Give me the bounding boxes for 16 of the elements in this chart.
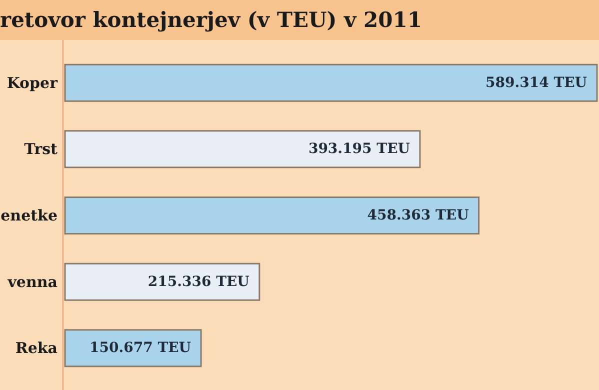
y-tick-label: Koper [6,74,59,92]
bar [64,130,421,168]
y-tick-label: enetke [0,206,58,224]
data-label: 215.336 TEU [148,274,250,290]
bar [64,329,202,368]
data-label: 393.195 TEU [308,141,410,158]
y-tick-label: Trst [24,140,58,158]
data-label: 150.677 TEU [90,340,192,356]
data-label: 458.363 TEU [367,208,469,224]
bar [64,262,260,301]
bar [64,196,480,234]
data-label: 589.314 TEU [486,74,587,91]
y-tick-label: venna [6,272,58,291]
y-tick-label: Reka [15,339,58,358]
bar [64,64,598,102]
chart-title: retovor kontejnerjev (v TEU) v 2011 [0,0,599,40]
